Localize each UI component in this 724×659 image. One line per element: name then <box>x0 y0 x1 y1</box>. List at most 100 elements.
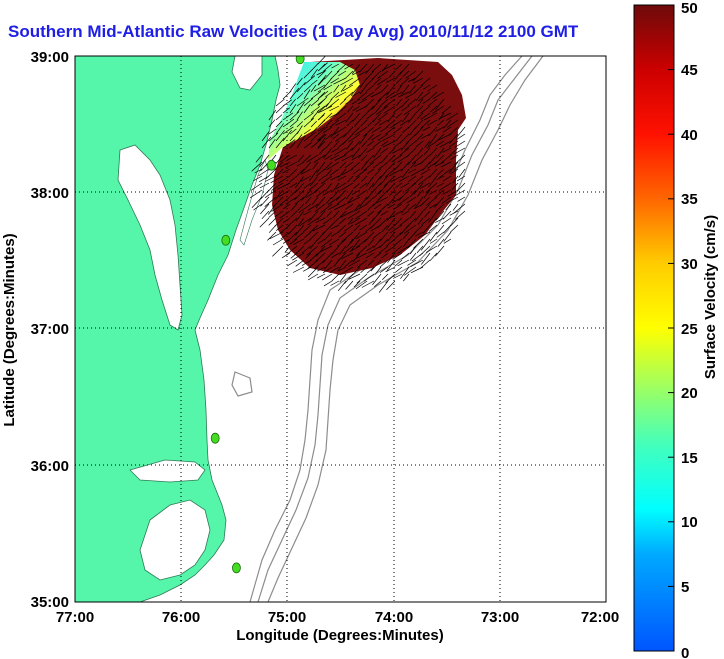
current-vector <box>317 126 329 135</box>
current-vector <box>290 210 298 218</box>
current-vector <box>387 112 396 123</box>
current-vector <box>339 245 347 255</box>
current-vector <box>411 175 424 187</box>
current-vector <box>420 105 431 114</box>
current-vector <box>330 70 340 80</box>
current-vector <box>377 133 389 141</box>
current-vector <box>289 175 298 183</box>
current-vector <box>330 224 340 230</box>
current-vector <box>316 168 326 177</box>
current-vector <box>408 77 417 83</box>
current-vector <box>381 84 389 93</box>
current-vector <box>288 224 298 235</box>
current-vector <box>449 210 459 216</box>
current-vector <box>402 112 410 123</box>
current-vector <box>335 182 347 190</box>
grid-lines <box>75 56 606 602</box>
current-vector <box>417 217 424 225</box>
current-vector <box>395 133 403 142</box>
current-vector <box>323 63 333 72</box>
current-vector <box>456 133 466 141</box>
current-vector <box>456 126 466 139</box>
current-vector <box>339 273 347 283</box>
current-vector <box>416 147 424 156</box>
current-vector <box>436 231 445 238</box>
current-vector <box>402 231 410 240</box>
current-vector <box>336 63 347 73</box>
current-vector <box>331 252 340 258</box>
current-vector <box>282 238 291 244</box>
current-vector <box>346 140 354 150</box>
current-vector <box>453 189 466 197</box>
current-vector <box>371 133 382 141</box>
current-vector <box>374 168 382 176</box>
colorbar-tick-label: 30 <box>681 256 698 273</box>
current-vector <box>279 161 291 168</box>
current-vector <box>318 245 333 253</box>
current-vector <box>432 105 445 114</box>
current-vector <box>342 245 354 255</box>
current-vector <box>449 140 459 148</box>
current-vector <box>316 210 326 221</box>
current-vector <box>409 245 417 255</box>
current-vector <box>366 70 375 80</box>
current-vector <box>410 168 424 177</box>
current-vector <box>393 203 403 210</box>
current-vector <box>355 105 368 112</box>
current-vector <box>408 112 417 123</box>
current-vector <box>320 175 333 185</box>
current-vector <box>398 175 410 183</box>
current-vector <box>414 210 424 222</box>
current-vector <box>414 231 424 237</box>
current-vector <box>310 120 317 128</box>
current-vector <box>272 238 284 246</box>
current-vector <box>407 259 417 266</box>
current-vector <box>323 161 333 171</box>
chesapeake-bay <box>117 144 183 331</box>
current-vector <box>346 105 354 113</box>
current-vector <box>279 196 291 206</box>
current-vector <box>317 126 326 132</box>
current-vector <box>371 126 382 133</box>
current-vector <box>310 79 318 86</box>
current-vector <box>448 133 459 145</box>
current-vector <box>393 105 403 113</box>
current-vector <box>416 245 424 254</box>
current-vector <box>310 68 318 79</box>
current-vector <box>330 126 340 138</box>
current-vector <box>275 98 285 107</box>
current-vector <box>378 280 389 293</box>
current-vector <box>294 231 305 241</box>
current-vector <box>374 266 382 275</box>
current-vector <box>336 196 347 205</box>
current-vector <box>274 217 284 227</box>
current-vector <box>313 182 326 193</box>
current-vector <box>386 259 396 272</box>
current-vector <box>388 161 396 170</box>
current-vector <box>376 70 389 79</box>
current-vector <box>359 77 368 88</box>
station-marker <box>267 159 276 171</box>
current-vector <box>421 217 431 225</box>
current-vector <box>371 210 382 222</box>
current-vector <box>284 245 291 253</box>
current-vector <box>268 109 277 121</box>
current-vector <box>453 147 466 155</box>
current-vector <box>365 63 375 74</box>
current-vector <box>306 154 319 163</box>
current-vector <box>407 154 417 166</box>
current-vector <box>401 105 410 112</box>
current-vector <box>416 98 424 108</box>
current-vector <box>289 104 297 114</box>
current-vector <box>359 182 368 189</box>
current-vector <box>268 203 277 215</box>
current-vector <box>381 63 396 71</box>
current-vector <box>397 259 410 267</box>
current-vector <box>430 105 438 113</box>
current-vector <box>250 189 263 199</box>
current-vector <box>304 231 312 239</box>
current-vector <box>356 273 368 284</box>
current-vector <box>338 140 347 148</box>
current-vector <box>438 182 452 191</box>
current-vector <box>380 147 389 154</box>
